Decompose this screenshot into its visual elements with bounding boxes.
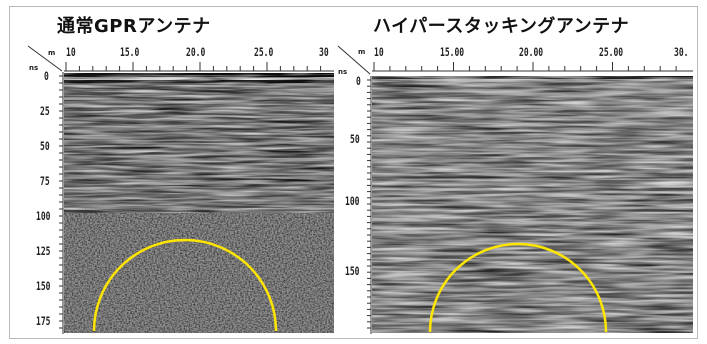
left-y-tick: 50 xyxy=(40,140,50,153)
right-panel-title: ハイパースタッキングアンテナ xyxy=(373,16,630,37)
left-panel-title: 通常GPRアンテナ xyxy=(57,16,211,37)
right-y-tick: 150 xyxy=(345,265,360,278)
left-distance-axis-svg xyxy=(64,62,334,72)
left-x-tick: 10 xyxy=(66,46,76,59)
right-x-tick: 30. xyxy=(674,46,689,59)
right-depth-axis: m ns 0 50 100 150 xyxy=(336,44,372,334)
left-y-tick: 100 xyxy=(36,210,51,223)
left-x-unit-label: m xyxy=(48,49,56,57)
left-radargram xyxy=(64,73,334,333)
right-x-tick: 10 xyxy=(374,46,384,59)
left-x-tick: 25.0 xyxy=(254,46,274,59)
left-x-tick: 20.0 xyxy=(186,46,206,59)
highlight-circle xyxy=(92,238,278,332)
left-distance-axis: 10 15.0 20.0 25.0 30 xyxy=(64,44,334,72)
right-x-tick: 15.00 xyxy=(440,46,465,59)
left-y-tick: 150 xyxy=(36,280,51,293)
right-x-unit-label: m xyxy=(358,48,366,56)
left-y-tick: 25 xyxy=(40,105,50,118)
left-y-tick: 125 xyxy=(36,245,51,258)
right-y-tick: 0 xyxy=(356,75,361,88)
left-depth-axis-svg xyxy=(27,45,64,334)
left-x-tick: 15.0 xyxy=(120,46,140,59)
right-x-tick: 20.00 xyxy=(519,46,544,59)
highlight-circle xyxy=(428,242,608,333)
right-radargram xyxy=(372,76,693,333)
right-y-tick: 100 xyxy=(345,195,360,208)
right-x-tick: 25.00 xyxy=(599,46,624,59)
right-distance-axis-svg xyxy=(372,62,693,72)
right-distance-axis: 10 15.00 20.00 25.00 30. xyxy=(372,44,693,72)
left-y-tick: 0 xyxy=(44,70,49,83)
right-y-tick: 50 xyxy=(350,133,360,146)
left-y-tick: 75 xyxy=(40,175,50,188)
right-depth-axis-svg xyxy=(337,45,372,334)
right-radargram-image xyxy=(372,76,693,333)
left-y-tick: 175 xyxy=(36,315,51,328)
left-radargram-image xyxy=(64,73,334,333)
right-y-unit-label: ns xyxy=(338,68,348,76)
left-y-unit-label: ns xyxy=(29,64,39,72)
left-depth-axis: m ns 0 25 50 75 100 125 150 175 xyxy=(26,44,64,334)
left-x-tick: 30 xyxy=(319,46,329,59)
